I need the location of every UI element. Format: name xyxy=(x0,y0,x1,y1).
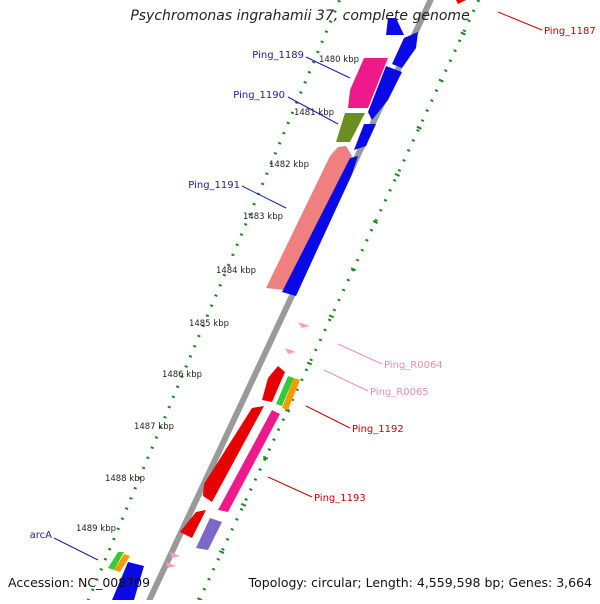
feature-ping-r0064[interactable] xyxy=(298,322,310,328)
feature-cds-blue-long[interactable] xyxy=(282,156,358,296)
feature-cds-slate[interactable] xyxy=(196,518,222,550)
leader-ping-1187 xyxy=(497,11,543,31)
feature-ping-1192[interactable] xyxy=(262,366,285,402)
feature-cds-pink-long[interactable] xyxy=(218,410,280,512)
tick-labels: 1480 kbp 1481 kbp 1482 kbp 1483 kbp 1484… xyxy=(76,55,359,534)
tick-label: 1484 kbp xyxy=(216,266,256,276)
leader-lines xyxy=(53,11,543,561)
label-ping-1191[interactable]: Ping_1191 xyxy=(188,180,240,191)
feature-rna-small-2[interactable] xyxy=(166,562,176,568)
label-ping-1190[interactable]: Ping_1190 xyxy=(233,90,285,101)
genome-backbone xyxy=(144,0,434,604)
feature-cds-red-small[interactable] xyxy=(180,510,206,538)
leader-ping-1189 xyxy=(305,56,351,79)
feature-cds-orange[interactable] xyxy=(282,378,300,410)
tick-label: 1488 kbp xyxy=(105,474,145,484)
leader-arca xyxy=(53,537,99,561)
feature-ping-r0065[interactable] xyxy=(285,348,296,354)
feature-cds-blue-1[interactable] xyxy=(392,32,418,68)
feature-ping-1193[interactable] xyxy=(203,406,264,502)
feature-cds-blue-3[interactable] xyxy=(354,124,376,150)
feature-cds-blue-2[interactable] xyxy=(368,66,402,120)
tick-label: 1481 kbp xyxy=(294,108,334,118)
label-ping-1193[interactable]: Ping_1193 xyxy=(314,493,366,504)
leader-ping-r0064 xyxy=(337,343,383,365)
feature-arca[interactable] xyxy=(108,552,124,570)
inner-tick-ring xyxy=(85,0,342,604)
feature-ping-1191[interactable] xyxy=(266,146,352,290)
accession-text: Accession: NC_008709 xyxy=(8,575,151,590)
feature-cds-top-blue[interactable] xyxy=(386,18,404,35)
tick-label: 1487 kbp xyxy=(134,422,174,432)
label-ping-1187[interactable]: Ping_1187 xyxy=(544,26,596,37)
genome-title: Psychromonas ingrahamii 37, complete gen… xyxy=(130,8,470,24)
feature-labels: Ping_1187 Ping_1189 Ping_1190 Ping_1191 … xyxy=(30,26,596,541)
feature-ping-1190[interactable] xyxy=(336,113,365,142)
feature-cds-green[interactable] xyxy=(276,376,294,406)
leader-ping-1191 xyxy=(241,185,287,209)
feature-cds-bottom-blue[interactable] xyxy=(112,562,144,600)
feature-cds-orange-arca[interactable] xyxy=(114,554,130,572)
leader-ping-1192 xyxy=(305,405,351,429)
feature-ping-1189[interactable] xyxy=(348,58,388,108)
tick-label: 1485 kbp xyxy=(189,319,229,329)
tick-label: 1483 kbp xyxy=(243,212,283,222)
feature-rna-small-1[interactable] xyxy=(170,552,180,558)
leader-ping-1193 xyxy=(267,476,313,498)
feature-ping-1187[interactable] xyxy=(456,0,466,4)
reverse-strand-features xyxy=(112,0,466,600)
tick-label: 1480 kbp xyxy=(319,55,359,65)
tick-label: 1489 kbp xyxy=(76,524,116,534)
genome-summary-text: Topology: circular; Length: 4,559,598 bp… xyxy=(248,575,592,590)
forward-strand-features xyxy=(108,18,404,572)
label-ping-1192[interactable]: Ping_1192 xyxy=(352,424,404,435)
label-ping-r0065[interactable]: Ping_R0065 xyxy=(370,387,429,398)
label-arca[interactable]: arcA xyxy=(30,530,53,541)
leader-ping-1190 xyxy=(287,96,339,125)
tick-label: 1486 kbp xyxy=(162,370,202,380)
label-ping-1189[interactable]: Ping_1189 xyxy=(252,50,304,61)
leader-ping-r0065 xyxy=(323,369,369,392)
outer-tick-ring xyxy=(195,0,481,604)
label-ping-r0064[interactable]: Ping_R0064 xyxy=(384,360,443,371)
rna-features xyxy=(166,322,310,568)
tick-label: 1482 kbp xyxy=(269,160,309,170)
